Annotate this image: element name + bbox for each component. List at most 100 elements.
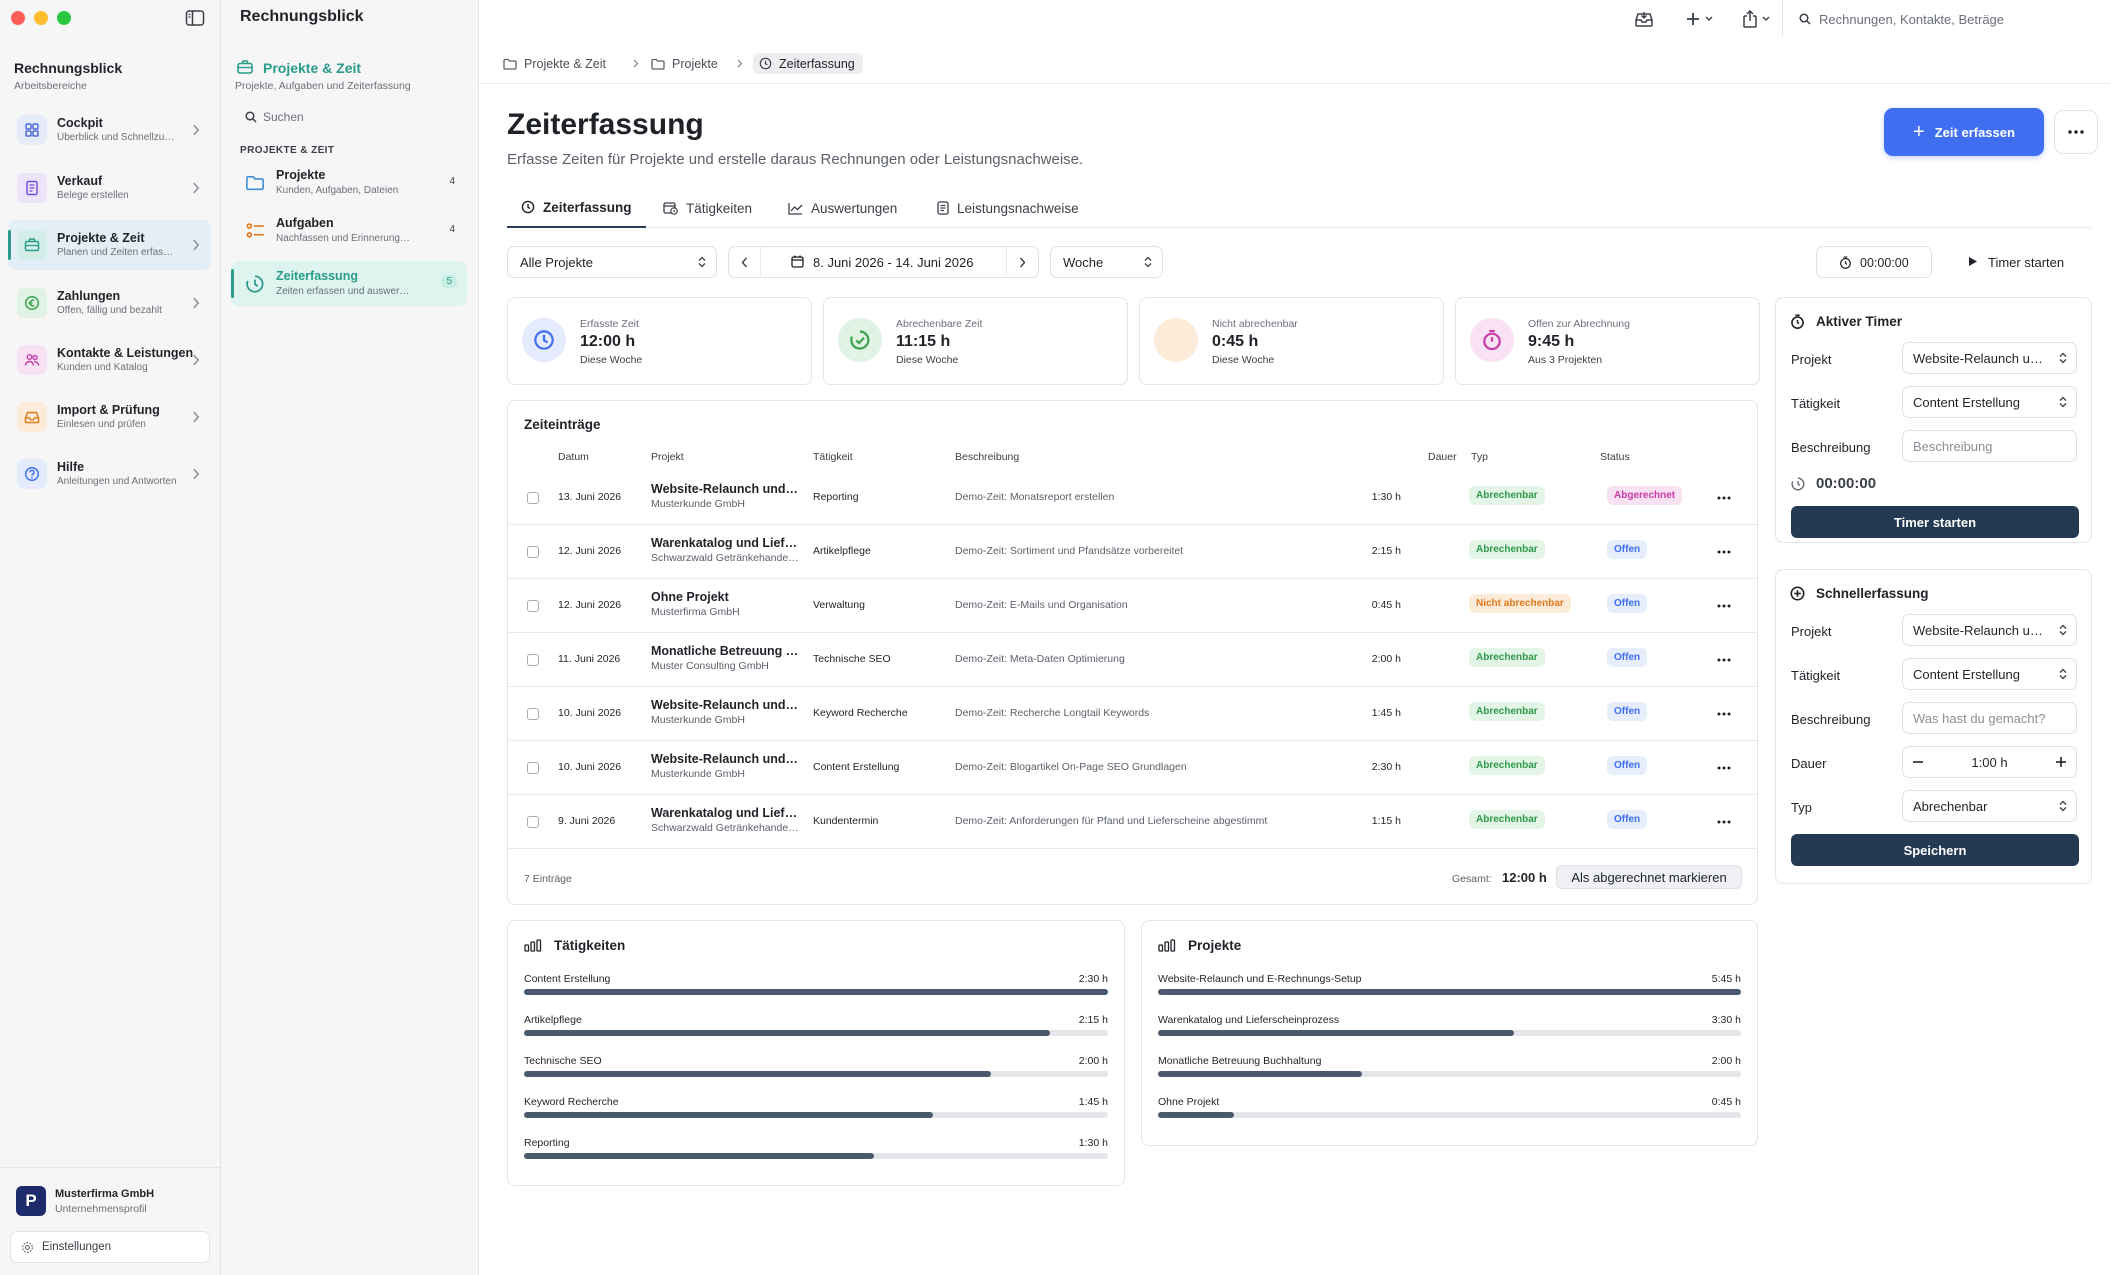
breadcrumb-item-projekte-zeit[interactable]: Projekte & Zeit <box>503 53 606 74</box>
row-checkbox[interactable] <box>527 546 539 558</box>
sidebar-item-2[interactable]: Verkauf Belege erstellen <box>8 163 211 213</box>
row-checkbox[interactable] <box>527 654 539 666</box>
table-row[interactable]: 10. Juni 2026 Website-Relaunch und E-Rech… <box>508 687 1757 741</box>
add-time-button[interactable]: + Zeit erfassen <box>1884 108 2044 156</box>
quick-description-input[interactable] <box>1903 703 2076 733</box>
section-search-label: Suchen <box>263 110 304 124</box>
page-title: Zeiterfassung <box>507 108 704 141</box>
project-filter-select[interactable]: Alle Projekte <box>507 246 717 278</box>
section-item-1[interactable]: Projekte Kunden, Aufgaben, Dateien 4 <box>231 160 467 205</box>
row-duration: 2:00 h <box>1371 653 1401 665</box>
increment-button[interactable] <box>2046 747 2076 777</box>
section-item-3[interactable]: Zeiterfassung Zeiten erfassen und auswert… <box>231 261 467 306</box>
quick-activity-select[interactable]: Content Erstellung <box>1902 658 2077 690</box>
table-row[interactable]: 11. Juni 2026 Monatliche Betreuung Buchha… <box>508 633 1757 687</box>
row-more-button[interactable] <box>1717 814 1735 830</box>
quick-type-select[interactable]: Abrechenbar <box>1902 790 2077 822</box>
timer-project-select[interactable]: Website-Relaunch und E-Rechnungs-Setup <box>1902 342 2077 374</box>
tab-auswertungen[interactable]: Auswertungen <box>788 188 897 228</box>
row-checkbox[interactable] <box>527 708 539 720</box>
timer-description-field[interactable] <box>1902 430 2077 462</box>
timer-activity-select[interactable]: Content Erstellung <box>1902 386 2077 418</box>
sidebar-item-1[interactable]: Cockpit Überblick und Schnellzugriff <box>8 105 211 155</box>
section-item-count: 4 <box>449 176 455 187</box>
window-close-button[interactable] <box>11 11 25 25</box>
next-week-button[interactable] <box>1006 247 1038 277</box>
sidebar-item-subtitle: Planen und Zeiten erfassen <box>57 247 177 258</box>
window-minimize-button[interactable] <box>34 11 48 25</box>
active-timer-panel: Aktiver Timer Projekt Website-Relaunch u… <box>1775 297 2092 543</box>
table-row[interactable]: 12. Juni 2026 Warenkatalog und Liefersche… <box>508 525 1757 579</box>
table-row[interactable]: 9. Juni 2026 Warenkatalog und Lieferschei… <box>508 795 1757 849</box>
global-search[interactable] <box>1793 5 2105 33</box>
mark-as-billed-button[interactable]: Als abgerechnet markieren <box>1556 865 1742 889</box>
progress-fill <box>1158 1071 1363 1077</box>
share-button[interactable] <box>1734 5 1778 33</box>
chevron-updown-icon <box>1144 256 1152 268</box>
projects-row: Website-Relaunch und E-Rechnungs-Setup 5:… <box>1158 973 1741 1003</box>
row-more-button[interactable] <box>1717 652 1735 668</box>
tab-leistungsnachweise[interactable]: Leistungsnachweise <box>937 188 1079 228</box>
new-item-button[interactable] <box>1677 5 1721 33</box>
breadcrumb-item-zeiterfassung[interactable]: Zeiterfassung <box>753 53 863 74</box>
row-checkbox[interactable] <box>527 600 539 612</box>
column-header-duration: Dauer <box>1428 451 1457 463</box>
row-more-button[interactable] <box>1717 544 1735 560</box>
global-search-input[interactable] <box>1819 8 2099 30</box>
row-more-button[interactable] <box>1717 760 1735 776</box>
sidebar-toggle-icon[interactable] <box>185 9 205 27</box>
section-search[interactable]: Suchen <box>241 108 461 126</box>
tab-label: Auswertungen <box>811 200 898 216</box>
quick-duration-label: Dauer <box>1791 756 1827 771</box>
stat-hint: Diese Woche <box>896 354 959 366</box>
table-row[interactable]: 12. Juni 2026 Ohne Projekt Musterfirma Gmb… <box>508 579 1757 633</box>
sidebar-item-3[interactable]: Projekte & Zeit Planen und Zeiten erfasse… <box>8 220 211 270</box>
row-checkbox[interactable] <box>527 492 539 504</box>
row-more-button[interactable] <box>1717 598 1735 614</box>
row-project: Ohne Projekt <box>651 590 729 604</box>
date-range-picker[interactable]: 8. Juni 2026 - 14. Juni 2026 <box>728 246 1039 278</box>
breadcrumb-item-projekte[interactable]: Projekte <box>651 53 718 74</box>
chevron-right-icon <box>633 59 639 68</box>
calendar-clock-icon <box>663 202 678 215</box>
sidebar-item-6[interactable]: Import & Prüfung Einlesen und prüfen <box>8 392 211 442</box>
projects-row-value: 0:45 h <box>1711 1096 1741 1108</box>
row-more-button[interactable] <box>1717 490 1735 506</box>
window-zoom-button[interactable] <box>57 11 71 25</box>
tab-taetigkeiten[interactable]: Tätigkeiten <box>663 188 752 228</box>
timer-description-input[interactable] <box>1903 431 2076 461</box>
row-duration: 0:45 h <box>1371 599 1401 611</box>
period-select[interactable]: Woche <box>1050 246 1163 278</box>
table-row[interactable]: 13. Juni 2026 Website-Relaunch und E-Rech… <box>508 471 1757 525</box>
tab-zeiterfassung[interactable]: Zeiterfassung <box>507 188 646 228</box>
row-more-button[interactable] <box>1717 706 1735 722</box>
company-profile[interactable]: P Musterfirma GmbH Unternehmensprofil Ei… <box>0 1167 221 1275</box>
progress-track <box>1158 1112 1741 1118</box>
inbox-button[interactable] <box>1626 5 1662 33</box>
settings-button[interactable]: Einstellungen <box>10 1231 210 1263</box>
previous-week-button[interactable] <box>729 247 761 277</box>
timer-start-button[interactable]: Timer starten <box>1791 506 2079 538</box>
row-checkbox[interactable] <box>527 816 539 828</box>
decrement-button[interactable] <box>1903 747 1933 777</box>
sidebar-item-7[interactable]: Hilfe Anleitungen und Antworten <box>8 449 211 499</box>
calendar-icon <box>791 255 804 268</box>
page-more-button[interactable] <box>2054 110 2098 154</box>
section-item-2[interactable]: Aufgaben Nachfassen und Erinnerungen 4 <box>231 208 467 253</box>
row-client: Musterkunde GmbH <box>651 498 745 510</box>
quick-project-select[interactable]: Website-Relaunch und E-Rechnungs-Setup <box>1902 614 2077 646</box>
save-button[interactable]: Speichern <box>1791 834 2079 866</box>
stat-hint: Diese Woche <box>580 354 643 366</box>
sidebar-item-label: Zahlungen <box>57 289 121 303</box>
sidebar-item-4[interactable]: Zahlungen Offen, fällig und bezahlt <box>8 278 211 328</box>
quick-duration-stepper[interactable]: 1:00 h <box>1902 746 2077 778</box>
more-icon <box>1717 550 1731 554</box>
table-row[interactable]: 10. Juni 2026 Website-Relaunch und E-Rech… <box>508 741 1757 795</box>
sidebar-item-5[interactable]: Kontakte & Leistungen Kunden und Katalog <box>8 335 211 385</box>
search-icon <box>245 111 257 123</box>
quick-description-field[interactable] <box>1902 702 2077 734</box>
row-checkbox[interactable] <box>527 762 539 774</box>
quick-project-label: Projekt <box>1791 624 1832 639</box>
start-timer-button[interactable]: Timer starten <box>1956 246 2092 278</box>
chevron-down-icon <box>1762 16 1770 21</box>
